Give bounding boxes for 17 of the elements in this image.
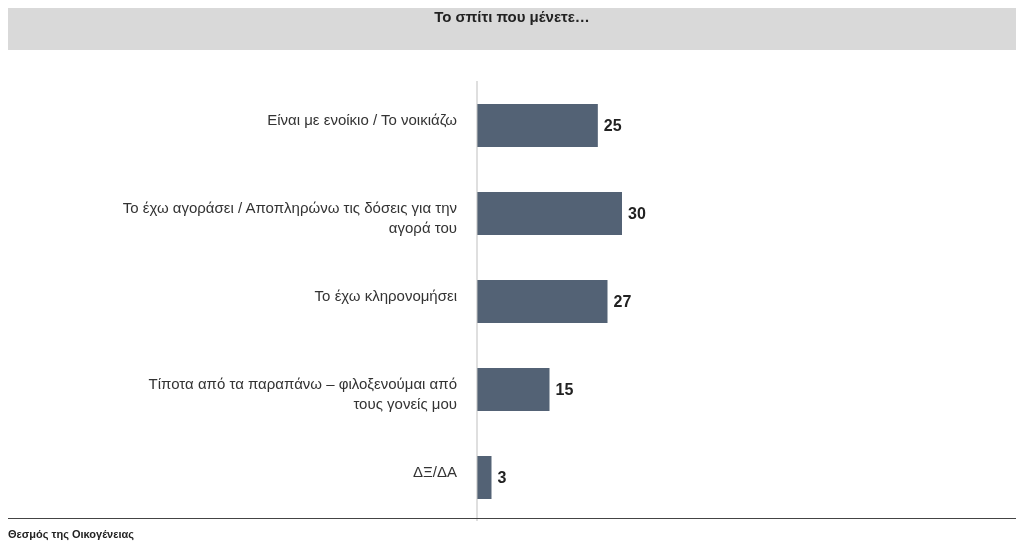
bar xyxy=(477,368,550,411)
y-tick-label: Τίποτα από τα παραπάνω – φιλοξενούμαι από τους γονείς μου xyxy=(148,375,457,412)
data-label: 15 xyxy=(555,381,574,399)
y-tick-label: Είναι με ενοίκιο / Το νοικιάζω xyxy=(267,111,458,128)
bar xyxy=(477,192,622,235)
y-tick-label: Το έχω κληρονομήσει xyxy=(314,287,457,304)
y-tick-label: ΔΞ/ΔΑ xyxy=(413,463,457,480)
y-tick-label: Το έχω αγοράσει / Αποπληρώνω τις δόσεις για την αγορά του xyxy=(122,199,457,236)
data-label: 25 xyxy=(603,117,622,135)
text: Θεσμός της Οικογένειας xyxy=(8,528,134,540)
data-label: 30 xyxy=(628,205,646,223)
bar xyxy=(477,456,492,499)
bar xyxy=(477,104,598,147)
data-label: 27 xyxy=(613,293,632,311)
chart-title: Το σπίτι που μένετε… xyxy=(434,8,590,25)
data-label: 3 xyxy=(497,469,507,487)
bar xyxy=(477,280,608,323)
